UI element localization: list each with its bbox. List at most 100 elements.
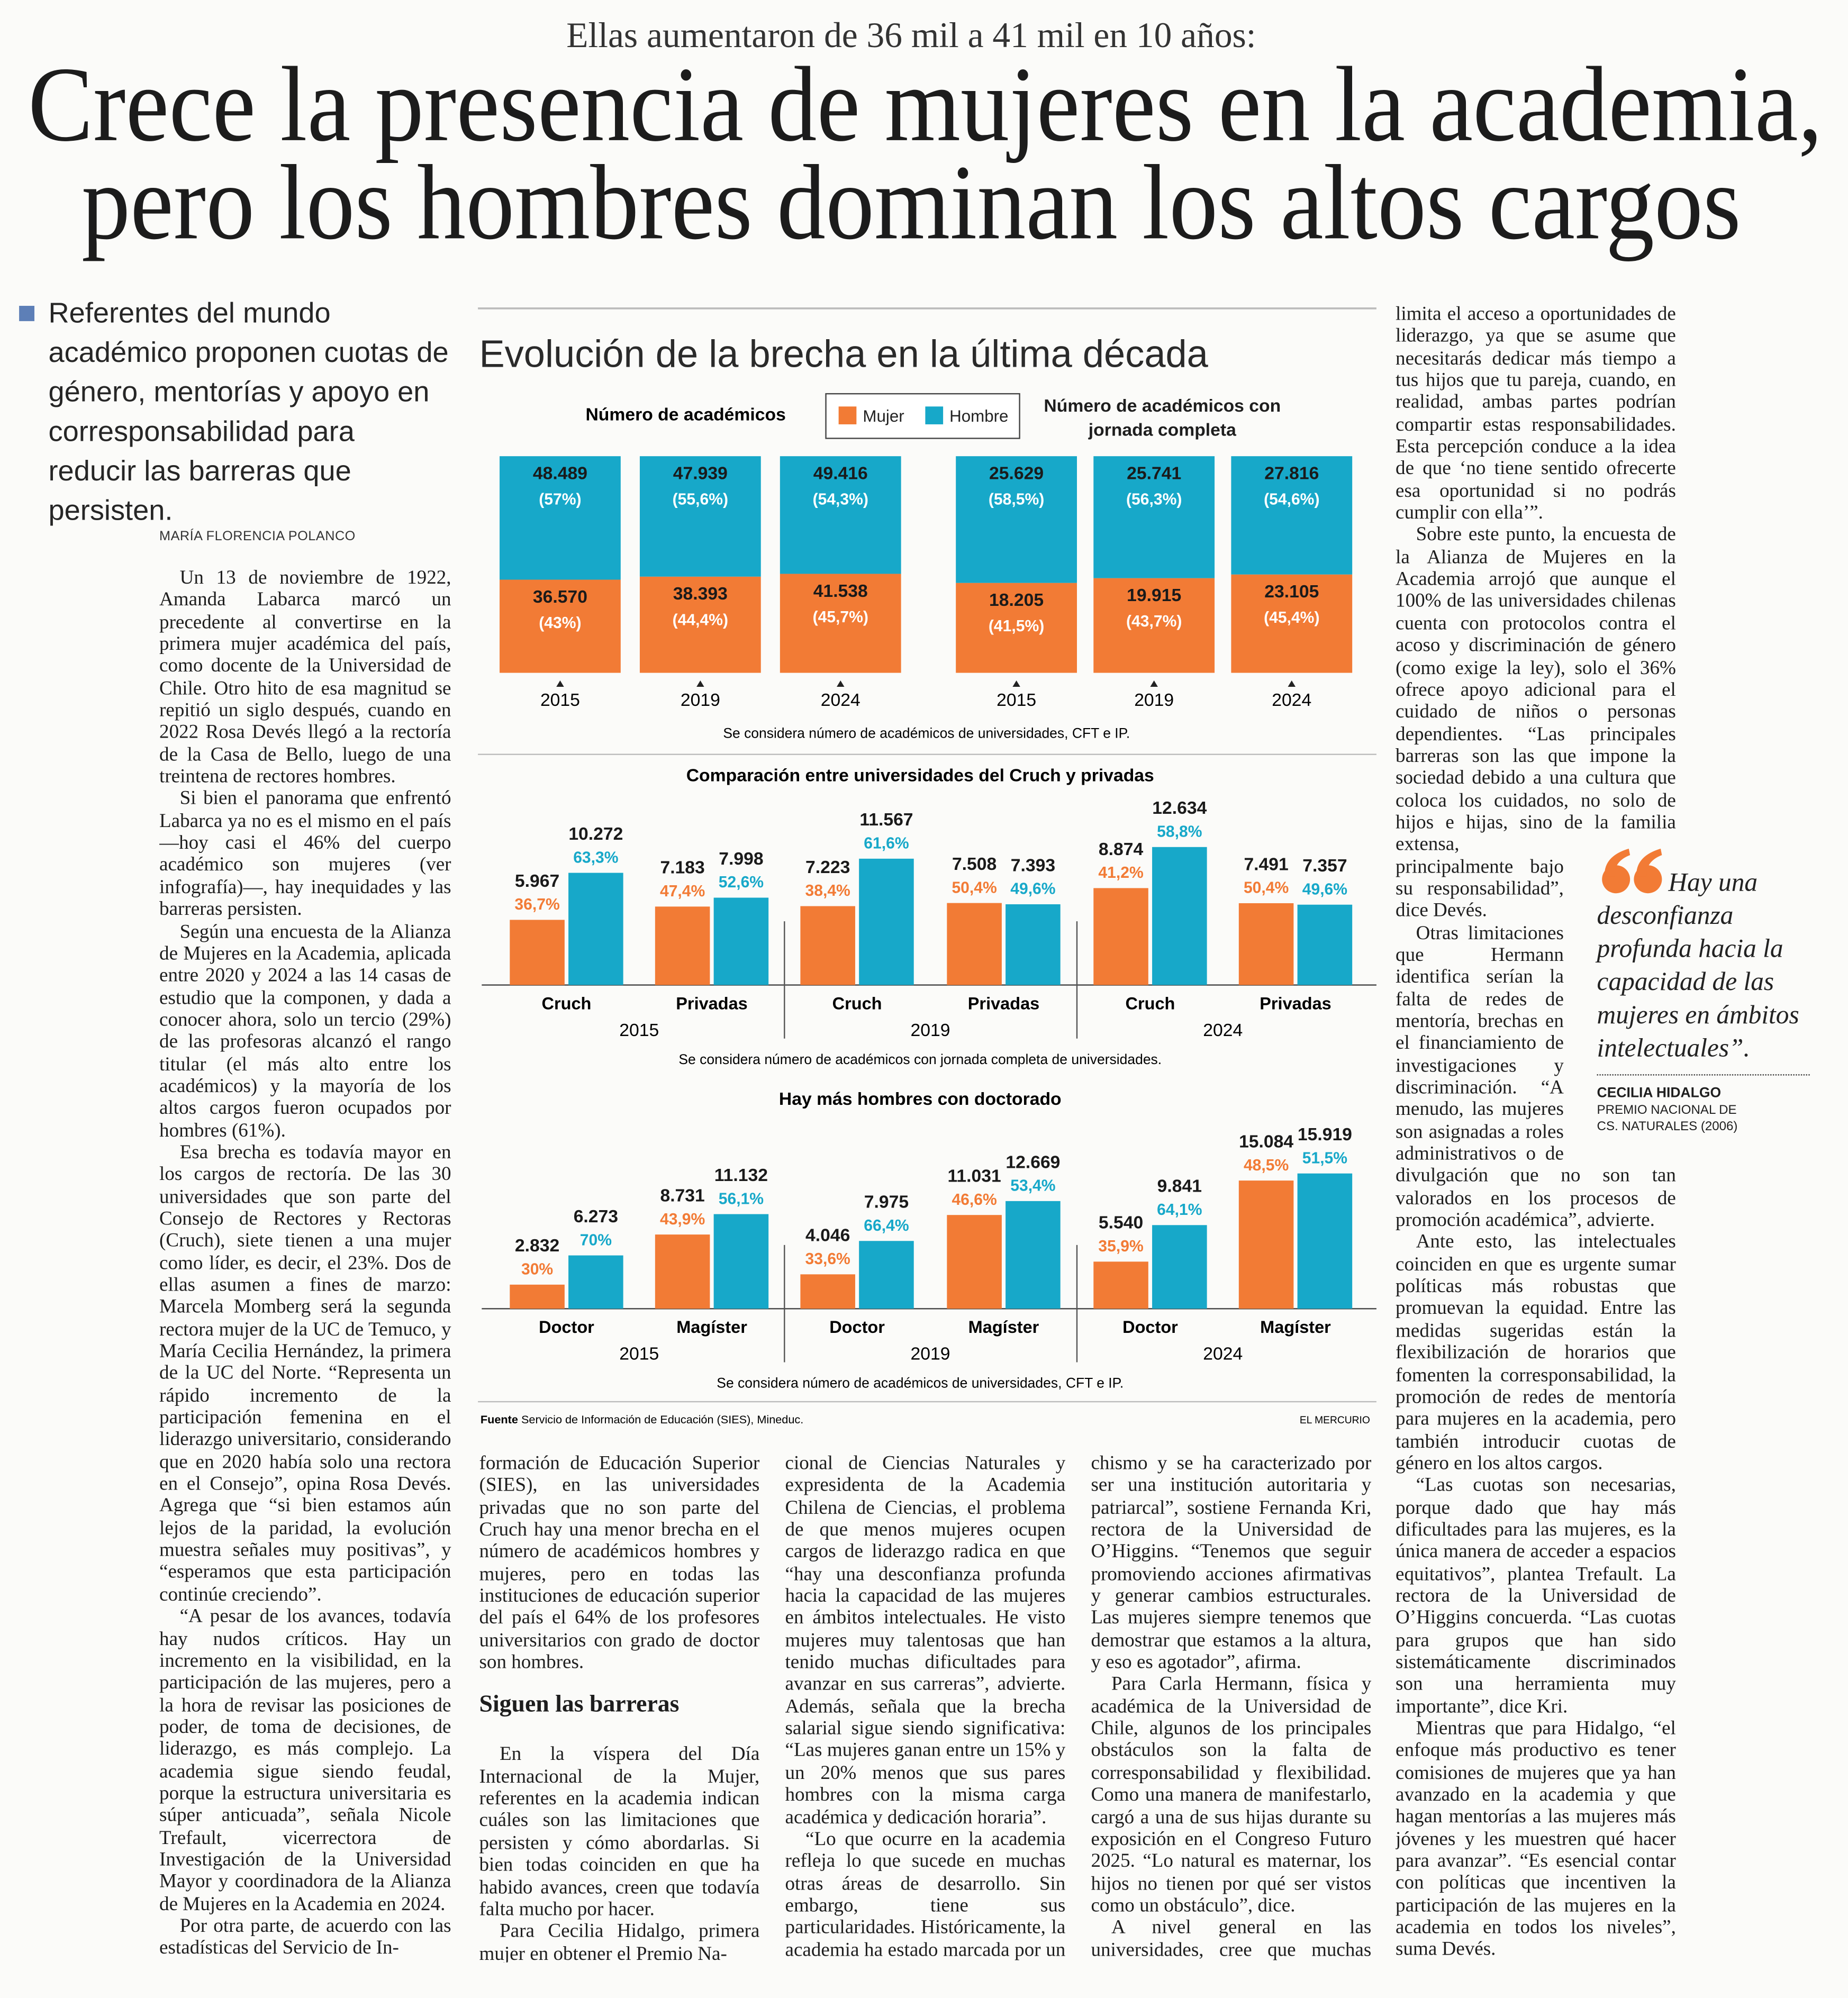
bar-segment: [639, 576, 761, 673]
value-label: 8.874: [1099, 839, 1144, 859]
legend-label: Hombre: [949, 407, 1008, 425]
count-label: 38.393: [673, 584, 728, 604]
paragraph: En la víspera del Día Internacional de l…: [479, 1743, 760, 1920]
note: Se considera número de académicos de uni…: [717, 1375, 1124, 1391]
value-label: 8.731: [660, 1186, 704, 1206]
paragraph: Según una encuesta de la Alianza de Muje…: [159, 920, 451, 1141]
value-label: 12.669: [1005, 1152, 1060, 1172]
percent-label: 30%: [521, 1261, 553, 1278]
paragraph: Para Carla Hermann, física y académica d…: [1091, 1674, 1372, 1917]
panel-title: Hay más hombres con doctorado: [779, 1089, 1062, 1109]
value-label: 11.031: [948, 1166, 1001, 1186]
category-label: Magíster: [968, 1318, 1039, 1337]
percent-label: (45,4%): [1264, 609, 1319, 626]
quote-name: CECILIA HIDALGO: [1597, 1085, 1722, 1101]
value-label: 7.491: [1244, 854, 1288, 874]
quote-role: PREMIO NACIONAL DE CS. NATURALES (2006): [1597, 1103, 1738, 1134]
paragraph: Un 13 de noviembre de 1922, Amanda Labar…: [159, 567, 451, 788]
bar: [1238, 903, 1294, 985]
byline: MARÍA FLORENCIA POLANCO: [159, 529, 356, 544]
quote-rule: [1597, 1074, 1810, 1076]
tick-triangle: [1288, 680, 1296, 687]
count-label: 36.570: [533, 587, 587, 607]
bar: [568, 1255, 623, 1309]
value-label: 7.183: [660, 858, 704, 878]
bar: [510, 920, 565, 985]
bar: [1005, 1201, 1061, 1309]
category-label: Privadas: [968, 994, 1040, 1013]
panel-title: Comparación entre universidades del Cruc…: [686, 765, 1154, 785]
paragraph: “A pesar de los avances, todavía hay nud…: [159, 1605, 451, 1915]
paragraph: limita el acceso a oportunidades de lide…: [1396, 303, 1676, 524]
percent-label: 49,6%: [1010, 880, 1055, 898]
percent-label: 64,1%: [1157, 1201, 1202, 1219]
percent-label: (55,6%): [673, 491, 728, 508]
paragraph: Sobre este punto, la encuesta de la Alia…: [1396, 524, 1676, 922]
paragraph: “Lo que ocurre en la academia refleja lo…: [785, 1828, 1066, 1962]
value-label: 11.567: [859, 810, 913, 830]
x-tick-label: 2024: [1272, 690, 1311, 710]
count-label: 48.489: [533, 464, 587, 484]
bar-segment: [1093, 578, 1215, 673]
paragraph: Mientras que para Hidalgo, “el enfoque m…: [1396, 1718, 1676, 1960]
count-label: 23.105: [1264, 582, 1319, 602]
percent-label: (41,5%): [989, 617, 1044, 635]
category-label: Cruch: [542, 994, 592, 1013]
percent-label: 49,6%: [1302, 880, 1347, 898]
percent-label: (54,6%): [1264, 491, 1319, 508]
headline-line: pero los hombres dominan los altos cargo…: [81, 143, 1741, 261]
category-label: Privadas: [1260, 994, 1331, 1013]
bar: [1093, 1261, 1148, 1309]
value-label: 7.998: [719, 849, 763, 869]
percent-label: 48,5%: [1244, 1157, 1289, 1174]
count-label: 49.416: [813, 464, 868, 484]
panel-title: Número de académicos: [585, 405, 785, 425]
percent-label: (43,7%): [1126, 613, 1182, 630]
bar: [568, 873, 623, 985]
value-label: 12.634: [1152, 798, 1207, 818]
category-label: Magíster: [676, 1318, 747, 1337]
paragraph: cional de Ciencias Naturales y expreside…: [785, 1452, 1066, 1828]
x-tick-label: 2019: [1134, 690, 1174, 710]
x-tick-label: 2024: [821, 690, 860, 710]
percent-label: 47,4%: [660, 883, 705, 900]
paragraph: chismo y se ha caracterizado por ser una…: [1091, 1452, 1372, 1674]
percent-label: 56,1%: [719, 1190, 764, 1207]
legend-label: Mujer: [863, 407, 904, 425]
bar: [859, 858, 914, 985]
legend-swatch: [925, 406, 944, 424]
year-label: 2015: [619, 1344, 659, 1364]
bar-segment: [780, 574, 901, 673]
percent-label: (58,5%): [989, 491, 1044, 508]
quote-mark: [1602, 848, 1662, 894]
year-label: 2015: [619, 1020, 659, 1040]
bar-segment: [1231, 574, 1353, 673]
bar-segment: [1093, 456, 1215, 578]
category-label: Cruch: [832, 994, 882, 1013]
legend-box: [825, 393, 1020, 439]
percent-label: (57%): [539, 491, 581, 508]
count-label: 47.939: [673, 464, 728, 484]
bar-segment: [956, 456, 1077, 583]
paragraph: formación de Educación Superior (SIES), …: [479, 1452, 760, 1674]
year-label: 2024: [1203, 1344, 1243, 1364]
percent-label: 58,8%: [1157, 823, 1202, 841]
percent-label: 50,4%: [1244, 879, 1289, 897]
value-label: 5.967: [515, 871, 559, 891]
tick-triangle: [1012, 680, 1020, 687]
bar: [1152, 847, 1207, 985]
paragraph: Si bien el panorama que enfrentó Labarca…: [159, 788, 451, 921]
category-label: Doctor: [829, 1318, 885, 1337]
panel-title: Número de académicos con jornada complet…: [1044, 395, 1281, 440]
value-label: 11.132: [714, 1165, 768, 1185]
year-label: 2019: [911, 1344, 950, 1364]
infographic-title: Evolución de la brecha en la última déca…: [479, 333, 1209, 376]
percent-label: (45,7%): [813, 609, 868, 626]
percent-label: 63,3%: [573, 849, 618, 866]
percent-label: 52,6%: [719, 874, 764, 891]
value-label: 7.508: [952, 854, 997, 874]
percent-label: 51,5%: [1302, 1149, 1347, 1167]
value-label: 7.357: [1302, 856, 1347, 876]
